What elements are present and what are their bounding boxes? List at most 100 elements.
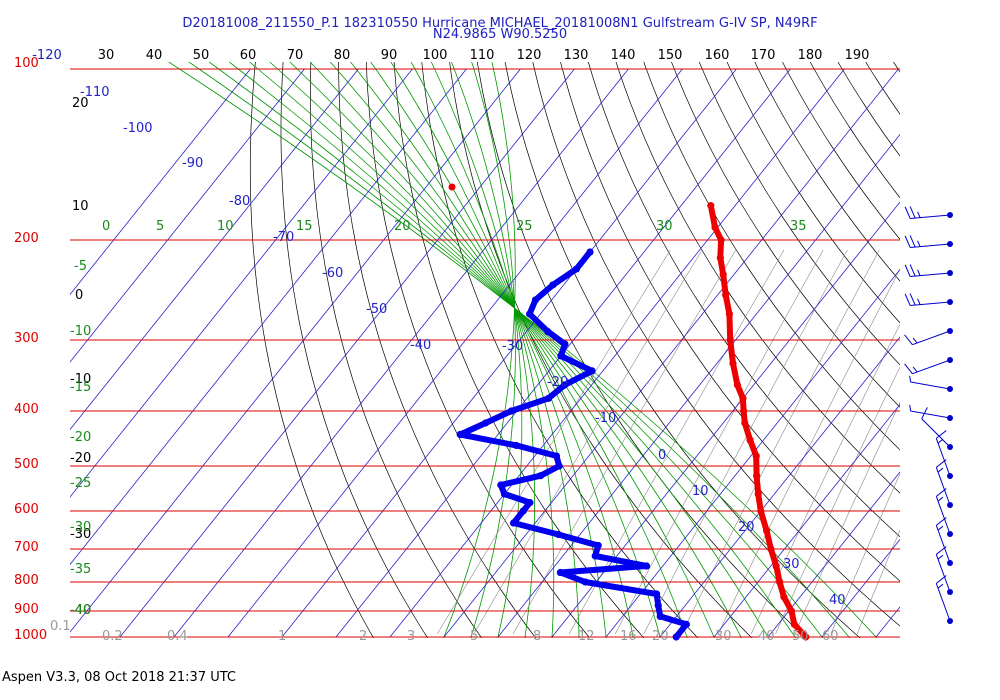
moist-adiabat-line <box>330 62 661 638</box>
temperature-point <box>448 183 456 191</box>
moist-adiabat-line <box>410 62 555 638</box>
wind-barb <box>909 375 953 392</box>
dewpoint-point <box>557 352 565 360</box>
wind-barb-staff <box>910 243 951 248</box>
isotherm-line <box>70 68 467 566</box>
isotherm-label: 30 <box>783 557 800 572</box>
wind-barb-half-flag <box>909 375 912 383</box>
isotherm-line <box>70 68 521 633</box>
isotherm-line <box>984 69 1000 637</box>
isotherm-label: -90 <box>182 156 203 171</box>
pressure-tick-label: 700 <box>14 540 39 555</box>
footer-version-timestamp: Aspen V3.3, 08 Oct 2018 21:37 UTC <box>2 670 236 685</box>
dry-adiabat-line <box>249 62 374 638</box>
dewpoint-point <box>531 296 540 304</box>
mixing-ratio-label: 0.2 <box>102 629 123 644</box>
wind-barb <box>935 517 953 566</box>
isotherms <box>70 68 1000 638</box>
isotherm-line <box>70 68 413 498</box>
wind-barb-half-flag <box>937 496 944 502</box>
temperature-point <box>776 578 784 586</box>
wind-barb <box>904 235 953 248</box>
isotherm-label: -80 <box>229 194 250 209</box>
wind-barb-flag <box>936 430 947 439</box>
wind-barb-point <box>947 212 953 218</box>
temperature-point <box>753 472 761 480</box>
dewpoint-point <box>525 310 534 318</box>
dry-adiabat-line <box>921 62 1000 638</box>
dewpoint-point <box>509 519 518 527</box>
pressure-tick-label: 100 <box>14 56 39 71</box>
temperature-point <box>746 436 754 444</box>
dry-adiabat-line <box>698 62 900 366</box>
mixing-ratio-label: 40 <box>758 629 775 644</box>
moist-adiabat-label: 5 <box>156 219 164 234</box>
wind-barb-flag <box>936 575 947 584</box>
moist-adiabat-line <box>168 62 878 638</box>
isotherm-line <box>173 68 629 638</box>
dry-adiabat-line <box>310 62 482 638</box>
moist-adiabat-line <box>350 62 634 638</box>
mixing-ratio-line <box>794 401 900 635</box>
dry-adiabat-line <box>837 62 900 157</box>
dry-adiabat-line <box>393 62 645 638</box>
isotherm-line <box>443 68 899 638</box>
wind-barb-flag <box>904 264 911 277</box>
wind-barb-flag <box>936 459 947 468</box>
wind-barb-staff <box>921 418 951 448</box>
wind-barb <box>935 488 953 537</box>
wind-barb-point <box>947 328 953 334</box>
top-axis-tick-label: 50 <box>193 48 210 63</box>
wind-barb-flag <box>904 293 911 306</box>
wind-barb-flag <box>909 264 916 277</box>
wind-barb <box>935 575 953 624</box>
moist-adiabat-label: 15 <box>296 219 313 234</box>
isotherm-label: -10 <box>595 411 616 426</box>
dewpoint-point <box>653 590 661 598</box>
wind-barb-flag <box>904 235 911 248</box>
dewpoint-point <box>591 552 599 560</box>
moist-adiabat-label: -10 <box>70 324 91 339</box>
wind-barb-point <box>947 531 953 537</box>
sounding-traces <box>448 183 810 641</box>
isotherm-line <box>497 133 900 638</box>
wind-barb-staff <box>912 359 951 375</box>
pressure-tick-label: 200 <box>14 231 39 246</box>
temperature-point <box>716 254 724 262</box>
isotherm-label: -70 <box>273 230 294 245</box>
isotherm-line <box>713 403 900 638</box>
dry-adiabat-line <box>949 62 1000 638</box>
wind-barb-staff <box>910 301 951 306</box>
moist-adiabat-line <box>289 62 715 638</box>
temperature-point <box>790 620 798 628</box>
dewpoint-point <box>549 281 557 289</box>
isotherm-label: -110 <box>80 85 110 100</box>
top-axis-tick-label: 60 <box>240 48 257 63</box>
dry-adiabat-line <box>893 62 900 73</box>
wind-barb-staff <box>910 214 951 219</box>
wind-barb-flag <box>936 546 947 555</box>
wind-barb-flag <box>921 407 928 419</box>
wind-barb-point <box>947 618 953 624</box>
wind-barb-flag <box>909 293 916 306</box>
isotherm-label: -50 <box>366 302 387 317</box>
wind-barb-staff <box>910 410 951 419</box>
wind-barb-half-flag <box>917 298 921 305</box>
moist-adiabats <box>168 62 878 638</box>
mixing-ratio-line <box>775 366 900 635</box>
dewpoint-point <box>537 472 545 480</box>
isotherm-line <box>551 201 900 638</box>
mixing-ratio-line <box>830 473 900 635</box>
dry-adiabat-label: -30 <box>70 527 91 542</box>
pressure-tick-label: 1000 <box>14 628 47 643</box>
mixing-ratio-label: 0.1 <box>50 619 71 634</box>
wind-barb-point <box>947 560 953 566</box>
temperature-point <box>726 336 734 344</box>
wind-barb-point <box>947 589 953 595</box>
dewpoint-point <box>481 419 490 427</box>
temperature-point <box>729 359 737 368</box>
wind-barb <box>935 546 953 595</box>
isotherm-label: -30 <box>502 339 523 354</box>
dewpoint-point <box>654 601 662 610</box>
